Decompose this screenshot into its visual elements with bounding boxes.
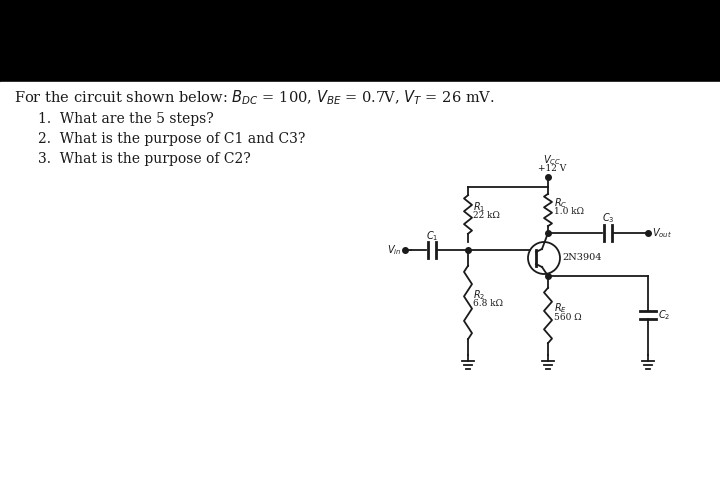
- Text: 3.  What is the purpose of C2?: 3. What is the purpose of C2?: [38, 152, 251, 166]
- Bar: [0, 0, 720, 82]
- Text: 2.  What is the purpose of C1 and C3?: 2. What is the purpose of C1 and C3?: [38, 132, 305, 146]
- Text: For the circuit shown below: $B_{DC}$ = 100, $V_{BE}$ = 0.7V, $V_T$ = 26 mV.: For the circuit shown below: $B_{DC}$ = …: [14, 88, 495, 107]
- Text: $V_{CC}$: $V_{CC}$: [543, 153, 561, 167]
- Text: $R_2$: $R_2$: [473, 289, 485, 302]
- Text: $C_3$: $C_3$: [602, 211, 614, 225]
- Text: $R_1$: $R_1$: [473, 200, 485, 214]
- Text: 2N3904: 2N3904: [562, 253, 601, 262]
- Text: 6.8 kΩ: 6.8 kΩ: [473, 299, 503, 308]
- Text: 1.0 kΩ: 1.0 kΩ: [554, 207, 584, 216]
- Text: 1.  What are the 5 steps?: 1. What are the 5 steps?: [38, 112, 214, 126]
- Text: $V_{out}$: $V_{out}$: [652, 226, 672, 240]
- Text: $C_1$: $C_1$: [426, 229, 438, 243]
- Bar: [0, 82, 720, 495]
- Text: $R_E$: $R_E$: [554, 301, 567, 315]
- Text: $R_C$: $R_C$: [554, 196, 567, 210]
- Text: +12 V: +12 V: [538, 164, 566, 173]
- Text: 22 kΩ: 22 kΩ: [473, 211, 500, 220]
- Text: $V_{in}$: $V_{in}$: [387, 243, 401, 257]
- Text: $C_2$: $C_2$: [658, 308, 670, 322]
- Text: 560 Ω: 560 Ω: [554, 312, 582, 321]
